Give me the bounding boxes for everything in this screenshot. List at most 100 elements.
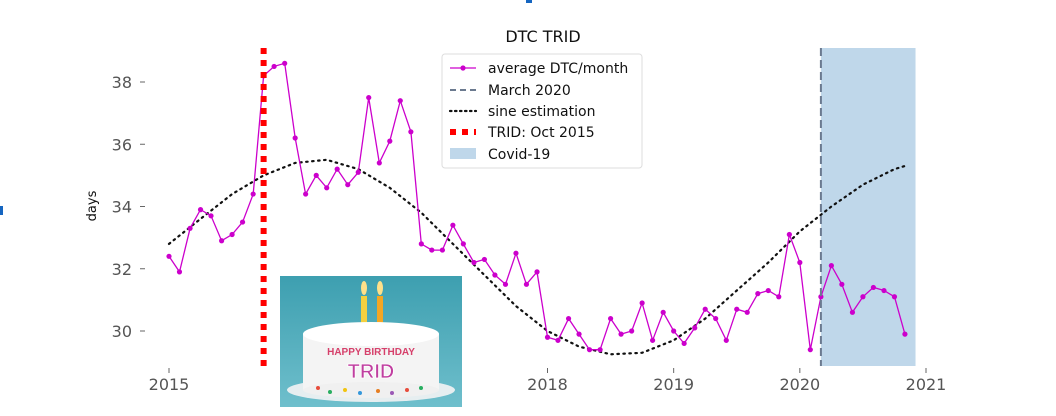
dtc-point <box>513 250 519 256</box>
dtc-point <box>439 247 446 253</box>
flame-2-icon <box>377 281 383 295</box>
legend: average DTC/month March 2020 sine estima… <box>441 53 643 169</box>
flame-1-icon <box>361 281 367 295</box>
legend-entry-sine: sine estimation <box>448 104 595 120</box>
covid-span-layer <box>820 48 916 366</box>
title-layer: DTC TRID days <box>85 27 581 221</box>
dtc-point <box>492 272 498 278</box>
dtc-point <box>860 294 866 300</box>
dtc-series-layer <box>166 60 908 353</box>
dtc-point <box>313 172 319 178</box>
dtc-point <box>355 169 361 175</box>
dtc-point <box>681 340 687 347</box>
birthday-cake-image: HAPPY BIRTHDAY TRID <box>280 276 462 407</box>
y-axis-label: days <box>85 190 100 221</box>
dtc-point <box>765 287 771 294</box>
dtc-point <box>219 238 225 244</box>
dtc-point <box>366 94 372 101</box>
legend-entry-trid: TRID: Oct 2015 <box>450 125 595 141</box>
legend-label-trid: TRID: Oct 2015 <box>487 125 595 141</box>
dtc-point <box>671 328 677 334</box>
dtc-point <box>618 331 624 337</box>
legend-box <box>441 53 643 169</box>
vertical-lines-layer <box>260 48 822 366</box>
dtc-point <box>565 315 572 322</box>
dtc-point <box>271 63 277 70</box>
x-tick-label: 2021 <box>906 375 947 394</box>
dtc-point <box>786 231 792 238</box>
dtc-point <box>839 281 845 287</box>
dtc-point <box>755 291 761 297</box>
cake-top <box>303 322 439 346</box>
x-tick-label: 2018 <box>527 375 568 394</box>
axes: 30 32 34 36 38 2015 2018 2019 2020 2021 <box>112 73 947 394</box>
dtc-point <box>818 294 824 300</box>
legend-label-dtc: average DTC/month <box>488 61 628 77</box>
dtc-point <box>523 281 530 287</box>
dtc-point <box>607 315 614 322</box>
dtc-point <box>187 225 193 231</box>
legend-entry-march-2020: March 2020 <box>450 83 571 99</box>
dtc-point <box>208 213 214 219</box>
y-tick-label: 32 <box>112 260 132 279</box>
x-tick-label: 2020 <box>779 375 820 394</box>
legend-entry-dtc: average DTC/month <box>450 61 628 77</box>
dtc-point <box>776 294 782 300</box>
dtc-point <box>418 241 424 247</box>
cake-text-line1: HAPPY BIRTHDAY <box>327 347 415 358</box>
dtc-point <box>734 306 740 312</box>
dtc-point <box>629 328 635 334</box>
dtc-point <box>176 269 183 275</box>
dtc-point <box>586 347 593 353</box>
dtc-point <box>870 284 876 291</box>
y-tick-label: 36 <box>112 135 132 154</box>
dtc-point <box>345 182 351 188</box>
dtc-point <box>576 331 582 337</box>
dtc-point <box>713 315 719 322</box>
cake-text-line2: TRID <box>348 361 395 383</box>
x-tick-label: 2019 <box>653 375 694 394</box>
dtc-point <box>639 300 645 306</box>
legend-marker-dtc <box>460 65 466 71</box>
top-edge-marker <box>526 0 532 3</box>
x-tick-label: 2015 <box>149 375 190 394</box>
dtc-point <box>597 347 603 353</box>
dtc-point <box>481 256 488 263</box>
dtc-point <box>828 263 834 269</box>
dtc-point <box>544 334 551 340</box>
dtc-point <box>397 98 403 104</box>
dtc-point <box>902 331 908 337</box>
dtc-point <box>250 191 256 197</box>
dtc-point <box>324 185 330 191</box>
dtc-point <box>450 222 456 228</box>
y-tick-label: 30 <box>112 322 132 341</box>
dtc-point <box>534 269 540 275</box>
chart-title: DTC TRID <box>505 27 580 46</box>
cake-base <box>303 382 439 398</box>
dtc-point <box>387 138 393 144</box>
dtc-point <box>460 241 466 247</box>
dtc-point <box>502 281 509 287</box>
dtc-point <box>471 259 477 266</box>
dtc-point <box>723 337 729 343</box>
dtc-point <box>282 60 288 66</box>
dtc-point <box>334 166 340 172</box>
dtc-point <box>376 160 382 166</box>
y-tick-label: 38 <box>112 73 132 92</box>
dtc-point <box>292 135 298 141</box>
dtc-point <box>807 347 813 353</box>
dtc-point <box>744 309 750 315</box>
dtc-point <box>797 259 803 266</box>
legend-label-covid: Covid-19 <box>488 147 550 163</box>
dtc-point <box>555 337 561 343</box>
dtc-point <box>239 219 246 225</box>
candle-1 <box>361 296 367 326</box>
legend-label-sine: sine estimation <box>488 104 595 120</box>
sine-estimation-line <box>167 158 907 356</box>
legend-entry-covid: Covid-19 <box>450 147 550 163</box>
dtc-point <box>891 294 898 300</box>
dtc-point <box>429 247 435 253</box>
dtc-point <box>197 207 204 213</box>
covid-19-span <box>820 48 916 366</box>
